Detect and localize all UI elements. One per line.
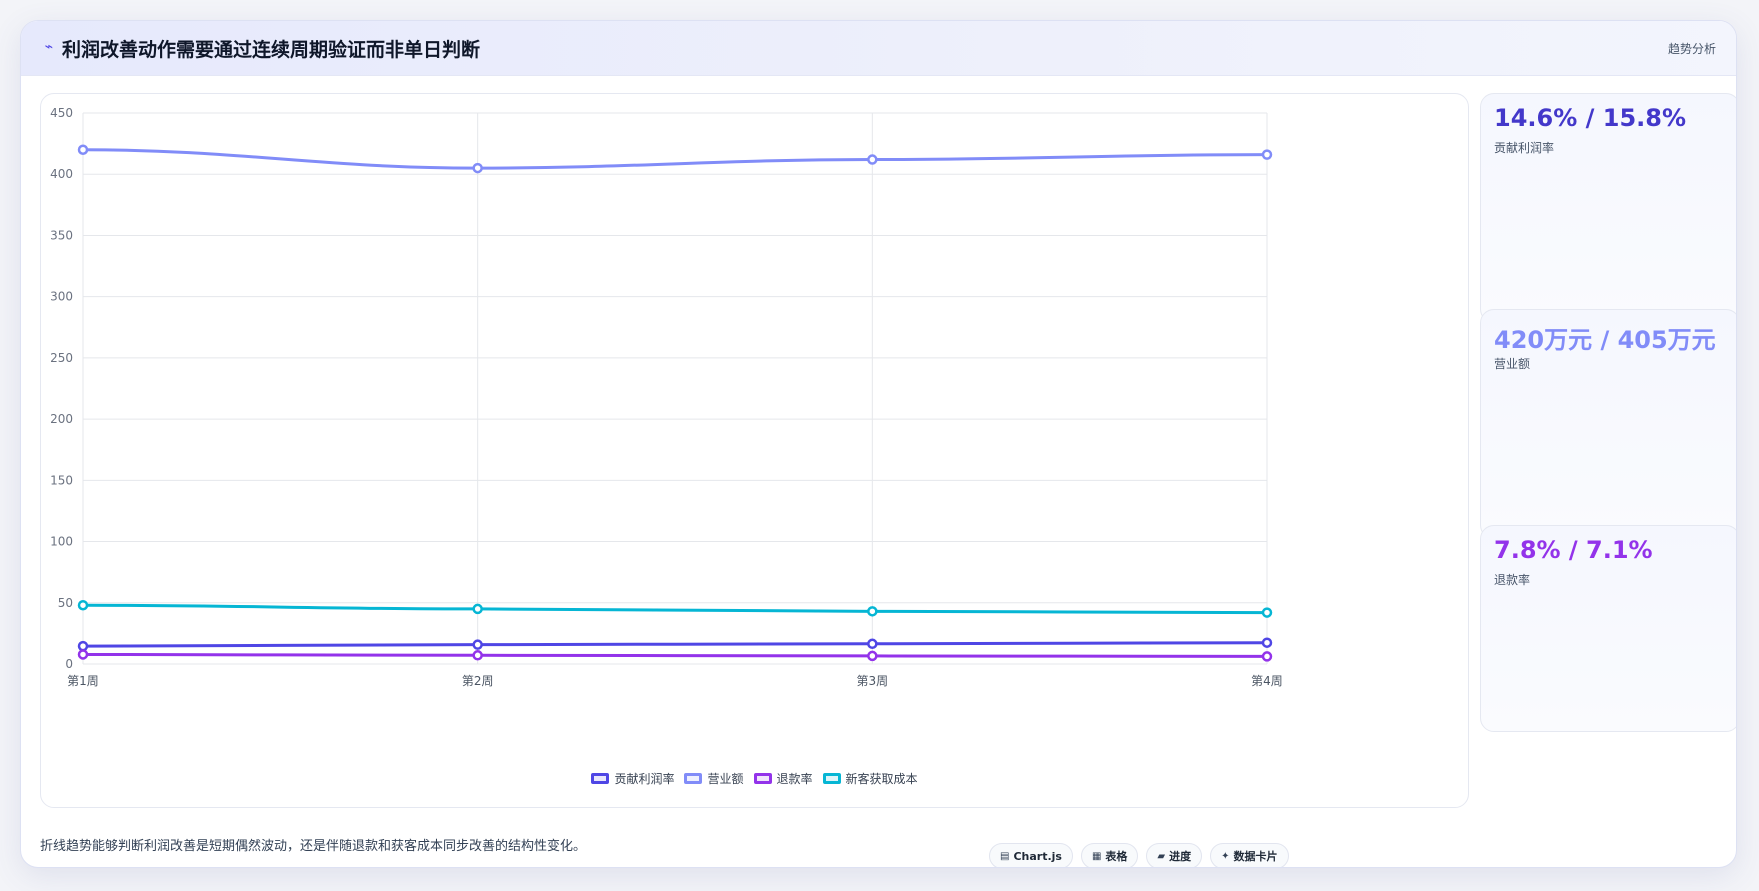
stat-cards: 14.6% / 15.8% 贡献利润率 420万元 / 405万元 营业额 7.…: [1461, 93, 1736, 808]
tag-data-card[interactable]: ✦ 数据卡片: [1210, 843, 1289, 867]
x-tick-label: 第4周: [1251, 674, 1283, 688]
y-tick-label: 50: [58, 596, 73, 610]
y-tick-label: 0: [65, 657, 73, 671]
data-point: [77, 649, 89, 660]
x-tick-label: 第1周: [67, 674, 99, 688]
data-point: [472, 650, 483, 661]
legend-item[interactable]: 贡献利润率: [591, 770, 674, 787]
series-line: [82, 652, 1268, 658]
page-title: 利润改善动作需要通过连续周期验证而非单日判断: [62, 39, 481, 61]
y-tick-label: 450: [50, 106, 73, 120]
chart-panel: 0 50 100 150 200 250 300 350 400 450 第1周 第2周 第3周 第4周 …: [40, 93, 1469, 808]
trend-card: ⌁ 利润改善动作需要通过连续周期验证而非单日判断 趋势分析 0 50 100 150 2…: [20, 20, 1737, 868]
sparkle-icon: ✦: [1221, 850, 1230, 862]
data-point: [472, 639, 483, 650]
legend-label: 营业额: [707, 772, 744, 786]
y-tick-label: 250: [50, 351, 73, 365]
legend-label: 退款率: [776, 772, 813, 786]
data-point: [77, 144, 89, 155]
tag-table[interactable]: ▦ 表格: [1080, 843, 1139, 867]
legend-swatch: [684, 773, 703, 784]
progress-icon: ▰: [1157, 850, 1166, 862]
legend-swatch: [753, 773, 772, 784]
x-tick-label: 第2周: [462, 674, 494, 688]
stat-label: 退款率: [1494, 573, 1531, 587]
legend-item[interactable]: 营业额: [684, 770, 744, 787]
stat-value: 7.8% / 7.1%: [1494, 536, 1653, 564]
data-point: [1261, 149, 1273, 160]
legend-item[interactable]: 新客获取成本: [822, 770, 918, 787]
line-chart: 0 50 100 150 200 250 300 350 400 450 第1周 第2周 第3周 第4周: [50, 106, 1283, 688]
data-point: [1261, 637, 1273, 648]
chart-footnote: 折线趋势能够判断利润改善是短期偶然波动，还是伴随退款和获客成本同步改善的结构性变…: [40, 839, 587, 854]
card-header: ⌁ 利润改善动作需要通过连续周期验证而非单日判断 趋势分析: [21, 21, 1736, 76]
y-tick-label: 100: [50, 535, 73, 549]
table-icon: ▦: [1091, 850, 1102, 862]
data-point: [867, 638, 878, 650]
tag-label: 表格: [1105, 850, 1128, 863]
tag-label: 进度: [1169, 850, 1192, 863]
trend-analysis-link[interactable]: 趋势分析: [1667, 42, 1716, 56]
y-tick-label: 300: [50, 290, 73, 304]
data-point: [77, 599, 89, 611]
stat-card-margin: 14.6% / 15.8% 贡献利润率: [1480, 93, 1736, 323]
stat-label: 贡献利润率: [1494, 141, 1555, 155]
data-point: [472, 603, 483, 615]
tech-tags: ▤ Chart.js ▦ 表格 ▰ 进度 ✦ 数据卡片: [989, 843, 1289, 867]
stat-value: 420万元 / 405万元: [1494, 326, 1716, 354]
data-point: [1261, 651, 1273, 662]
legend-label: 贡献利润率: [614, 772, 675, 786]
series-line: [82, 641, 1268, 648]
legend-label: 新客获取成本: [845, 772, 918, 786]
tag-label: 数据卡片: [1233, 850, 1278, 863]
tag-label: Chart.js: [1013, 849, 1062, 863]
stat-card-revenue: 420万元 / 405万元 营业额: [1480, 309, 1736, 539]
tag-chartjs[interactable]: ▤ Chart.js: [989, 843, 1073, 867]
data-point: [867, 154, 878, 165]
stat-label: 营业额: [1494, 357, 1531, 371]
tag-progress[interactable]: ▰ 进度: [1146, 843, 1203, 867]
data-point: [1261, 607, 1273, 618]
stat-value: 14.6% / 15.8%: [1494, 104, 1686, 132]
legend-swatch: [822, 773, 841, 784]
data-point: [867, 650, 878, 662]
y-tick-label: 400: [50, 167, 73, 181]
chart-icon: ▤: [1000, 850, 1010, 862]
series-line: [82, 148, 1268, 170]
legend-item[interactable]: 退款率: [753, 770, 813, 787]
legend-swatch: [591, 773, 610, 784]
y-tick-label: 200: [50, 412, 73, 426]
data-point: [472, 162, 483, 174]
data-point: [77, 640, 89, 652]
series-line: [82, 603, 1268, 615]
chart-legend: 贡献利润率 营业额 退款率 新客获取成本: [41, 770, 1468, 787]
x-tick-label: 第3周: [857, 674, 889, 688]
y-tick-label: 150: [50, 473, 73, 487]
trend-line-icon: ⌁: [44, 39, 54, 55]
stat-card-refund: 7.8% / 7.1% 退款率: [1480, 525, 1736, 732]
data-point: [867, 606, 878, 617]
y-tick-label: 350: [50, 228, 73, 242]
